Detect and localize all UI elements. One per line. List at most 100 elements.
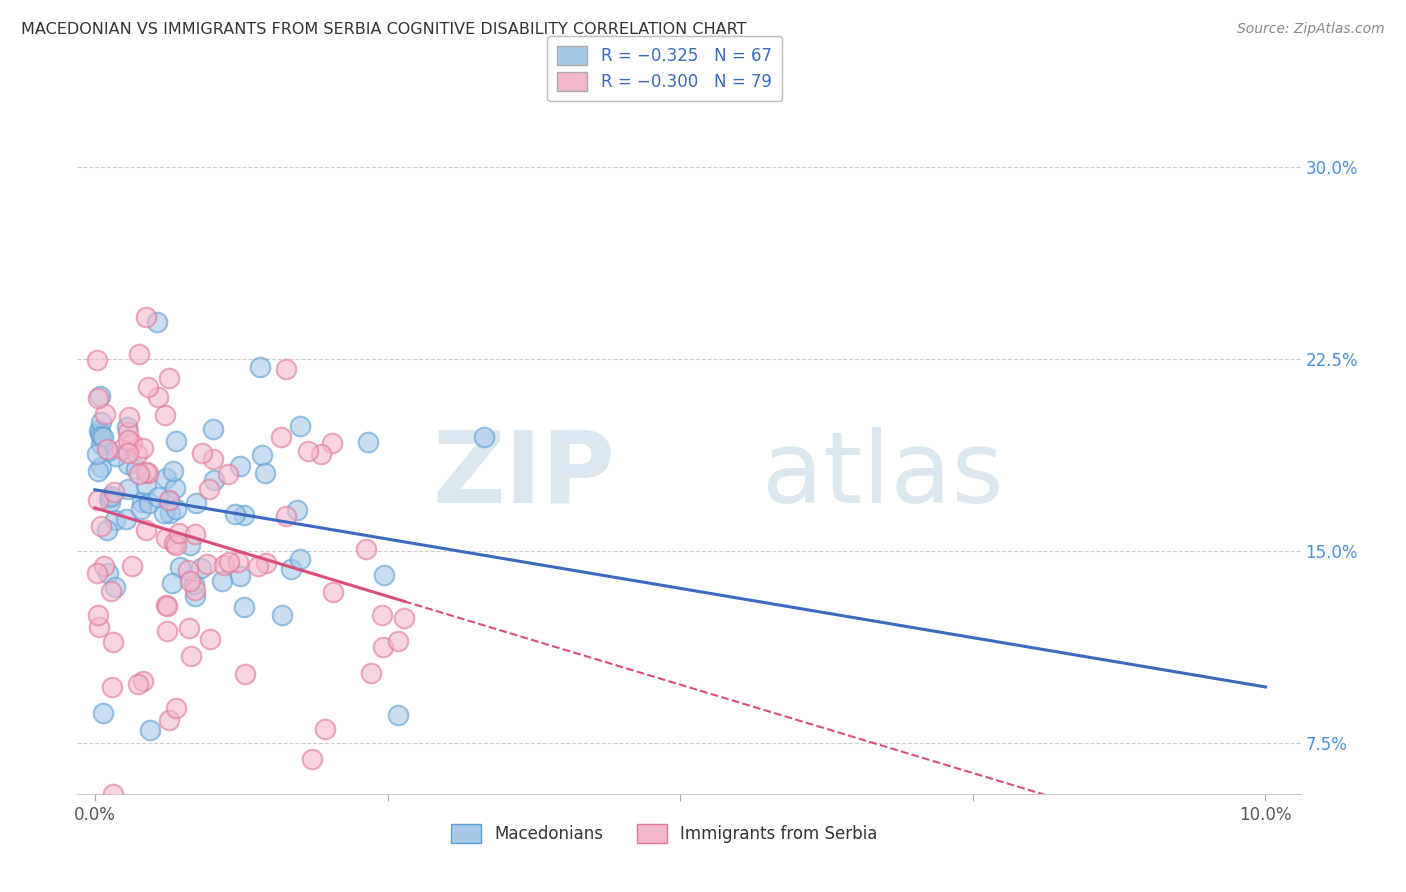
Point (218, 555, 240, 569)
Point (165, 701, 187, 715)
Point (117, 420, 139, 434)
Point (128, 467, 150, 481)
Point (354, 541, 377, 556)
Point (183, 577, 205, 591)
Text: MACEDONIAN VS IMMIGRANTS FROM SERBIA COGNITIVE DISABILITY CORRELATION CHART: MACEDONIAN VS IMMIGRANTS FROM SERBIA COG… (21, 22, 747, 37)
Point (474, 430, 496, 444)
Point (202, 422, 225, 436)
Point (90, 437, 112, 451)
Point (202, 473, 225, 487)
Point (90, 519, 112, 533)
Point (165, 502, 187, 516)
Point (155, 598, 177, 612)
Point (135, 310, 157, 324)
Point (156, 599, 179, 614)
Point (387, 707, 409, 722)
Point (129, 501, 152, 516)
Point (371, 607, 394, 622)
Point (96, 523, 118, 537)
Point (249, 360, 271, 375)
Point (100, 584, 122, 599)
Point (91, 706, 114, 720)
Point (270, 608, 292, 623)
Point (165, 537, 187, 551)
Point (387, 633, 409, 648)
Point (184, 496, 207, 510)
Point (217, 467, 239, 481)
Point (86, 465, 108, 479)
Point (373, 567, 395, 582)
Point (157, 494, 180, 508)
Point (136, 466, 159, 480)
Point (180, 649, 202, 664)
Point (169, 559, 191, 574)
Point (198, 632, 221, 646)
Point (87, 493, 110, 508)
Point (159, 506, 181, 520)
Point (321, 436, 343, 450)
Point (274, 509, 297, 524)
Point (135, 478, 157, 492)
Point (179, 621, 201, 635)
Point (148, 490, 170, 504)
Legend: Macedonians, Immigrants from Serbia: Macedonians, Immigrants from Serbia (441, 814, 887, 854)
Point (254, 466, 277, 480)
Point (131, 495, 153, 509)
Point (117, 410, 139, 425)
Point (121, 436, 143, 450)
Point (96, 442, 118, 456)
Point (103, 484, 125, 499)
Point (183, 527, 205, 541)
Point (165, 481, 187, 495)
Point (202, 451, 225, 466)
Point (228, 568, 250, 582)
Point (288, 419, 311, 434)
Point (94, 407, 117, 421)
Point (160, 575, 183, 590)
Point (135, 524, 157, 538)
Point (128, 347, 150, 361)
Point (274, 361, 297, 376)
Point (135, 466, 157, 480)
Point (190, 561, 212, 575)
Point (163, 536, 186, 550)
Point (179, 538, 201, 552)
Point (211, 574, 233, 588)
Point (145, 315, 167, 329)
Point (86, 353, 108, 368)
Point (165, 434, 187, 449)
Point (371, 640, 394, 655)
Text: atlas: atlas (762, 426, 1004, 524)
Point (98, 494, 121, 508)
Point (89, 620, 111, 634)
Point (117, 482, 139, 496)
Point (101, 680, 124, 694)
Point (212, 558, 235, 572)
Point (89, 389, 111, 403)
Point (90, 459, 112, 474)
Point (90, 429, 112, 443)
Point (233, 508, 256, 522)
Point (232, 600, 254, 615)
Point (233, 666, 256, 681)
Text: ZIP: ZIP (433, 426, 616, 524)
Point (155, 531, 177, 545)
Point (226, 555, 249, 569)
Point (87, 391, 110, 405)
Point (111, 442, 134, 456)
Point (270, 430, 292, 444)
Point (86, 447, 108, 461)
Point (125, 462, 148, 476)
Point (250, 449, 273, 463)
Point (157, 713, 180, 727)
Point (87, 423, 110, 437)
Point (104, 513, 127, 527)
Point (152, 506, 174, 520)
Point (356, 434, 378, 449)
Point (191, 446, 214, 460)
Point (117, 446, 139, 460)
Point (117, 457, 139, 471)
Text: Source: ZipAtlas.com: Source: ZipAtlas.com (1237, 22, 1385, 37)
Point (159, 370, 181, 384)
Point (101, 635, 124, 649)
